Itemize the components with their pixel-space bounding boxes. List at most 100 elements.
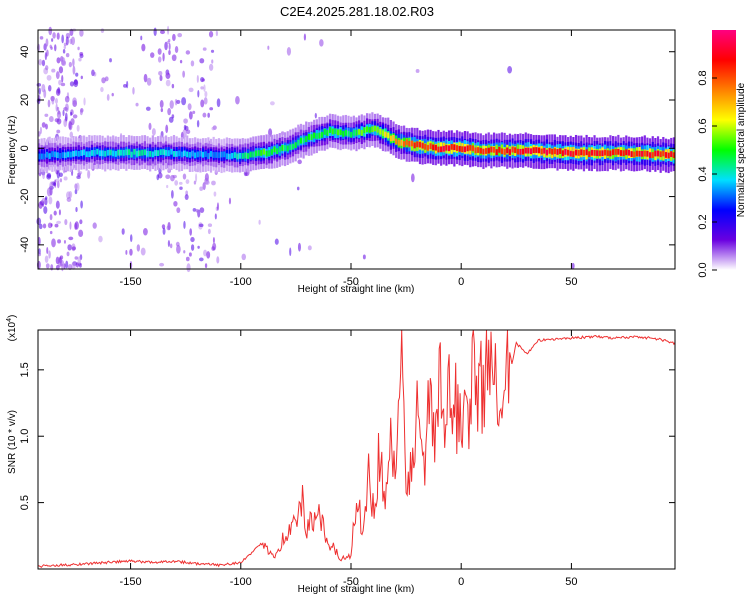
spectrogram-ridge-cell <box>474 147 477 154</box>
spectrogram-ridge-cell <box>315 133 318 140</box>
spectrogram-ytick-label: 40 <box>19 46 31 58</box>
spectrogram-ridge-cell <box>106 149 109 156</box>
snr-background <box>38 330 675 569</box>
spectrogram-ridge-cell <box>606 150 609 157</box>
spectrogram-noise-patch <box>69 221 72 230</box>
spectrogram-noise-patch <box>176 244 181 254</box>
spectrogram-noise-patch <box>187 103 192 111</box>
spectrogram-ridge-cell <box>175 151 178 157</box>
spectrogram-noise-patch <box>212 237 215 244</box>
snr-yscale-base: (x10 <box>7 321 18 341</box>
spectrogram-noise-patch <box>56 129 61 134</box>
spectrogram-noise-patch <box>42 171 45 180</box>
spectrogram-noise-patch <box>199 207 205 213</box>
spectrogram-noise-patch <box>61 34 64 44</box>
spectrogram-noise-patch <box>159 100 164 109</box>
spectrogram-noise-patch <box>80 200 83 209</box>
spectrogram-ridge-cell <box>159 149 162 156</box>
spectrogram-ridge-cell <box>432 144 435 151</box>
spectrogram-noise-patch <box>64 219 68 226</box>
spectrogram-ridge-cell <box>254 150 258 157</box>
spectrogram-noise-patch <box>106 94 110 101</box>
spectrogram-noise-patch <box>185 256 190 262</box>
spectrogram-noise-patch <box>41 59 46 67</box>
spectrogram-noise-patch <box>63 239 66 244</box>
spectrogram-ridge-cell <box>453 144 456 151</box>
spectrogram-ridge-cell <box>437 146 440 153</box>
spectrogram-noise-patch <box>100 87 104 93</box>
spectrogram-noise-patch <box>44 196 48 200</box>
spectrogram-ridge-cell <box>98 150 102 157</box>
spectrogram-ridge-cell <box>135 150 139 157</box>
spectrogram-noise-patch <box>162 52 165 62</box>
spectrogram-ridge-cell <box>588 151 591 158</box>
spectrogram-noise-patch <box>43 89 47 99</box>
spectrogram-noise-patch <box>72 97 77 105</box>
spectrogram-noise-patch <box>66 251 70 257</box>
spectrogram-noise-patch <box>68 236 74 241</box>
spectrogram-noise-patch <box>207 228 211 235</box>
spectrogram-noise-patch <box>100 28 105 34</box>
spectrogram-noise-patch <box>314 112 317 119</box>
spectrogram-noise-patch <box>47 222 53 229</box>
spectrogram-ridge-cell <box>397 139 400 146</box>
spectrogram-ridge-cell <box>77 150 80 157</box>
spectrogram-ridge-cell <box>69 151 72 158</box>
spectrogram-noise-patch <box>169 100 174 109</box>
spectrogram-noise-patch <box>185 179 190 184</box>
spectrogram-ridge-cell <box>381 130 385 137</box>
spectrogram-ridge-cell <box>574 149 578 156</box>
spectrogram-ridge-cell <box>400 139 403 146</box>
spectrogram-ridge-cell <box>241 153 244 159</box>
spectrogram-noise-patch <box>72 114 78 119</box>
snr-yscale-close: ) <box>7 315 18 318</box>
spectrogram-ridge-cell <box>164 149 168 156</box>
spectrogram-ridge-cell <box>659 151 662 158</box>
spectrogram-noise-patch <box>166 225 171 231</box>
spectrogram-ridge-cell <box>522 148 525 155</box>
spectrogram-ridge-cell <box>331 128 334 135</box>
spectrogram-noise-patch <box>56 57 61 64</box>
spectrogram-ridge-cell <box>75 150 78 157</box>
spectrogram-ridge-cell <box>625 149 628 156</box>
spectrogram-ridge-cell <box>310 134 313 141</box>
spectrogram-noise-patch <box>189 228 192 236</box>
spectrogram-ridge-cell <box>421 142 424 149</box>
spectrogram-ridge-cell <box>207 153 210 159</box>
spectrogram-ridge-cell <box>529 148 533 155</box>
spectrogram-noise-patch <box>58 172 63 177</box>
spectrogram-xtick-label: 0 <box>458 276 464 288</box>
spectrogram-noise-patch <box>143 73 148 83</box>
spectrogram-ridge-cell <box>424 143 427 150</box>
spectrogram-ridge-cell <box>662 150 665 157</box>
snr-y-ticks: 0.5 1.0 1.5 <box>19 362 675 510</box>
spectrogram-ridge-cell <box>336 129 340 136</box>
spectrogram-frame <box>37 29 676 270</box>
spectrogram-noise-patch <box>215 30 218 37</box>
spectrogram-xtick-label: 50 <box>565 276 577 288</box>
spectrogram-ridge-cell <box>641 150 644 157</box>
spectrogram-ridge-cell <box>249 151 252 158</box>
spectrogram-noise-patch <box>415 69 420 73</box>
spectrogram-noise-patch <box>75 182 80 191</box>
spectrogram-ridge-cell <box>209 151 213 157</box>
spectrogram-ridge-cell <box>119 149 123 156</box>
spectrogram-noise-patch <box>44 52 47 61</box>
spectrogram-noise-patch <box>53 210 57 216</box>
spectrogram-noise-patch <box>157 48 162 55</box>
spectrogram-ridge-layer <box>38 112 675 174</box>
spectrogram-ridge-cell <box>323 128 326 135</box>
spectrogram-noise-patch <box>41 197 47 205</box>
spectrogram-ridge-cell <box>487 147 490 154</box>
spectrogram-ridge-cell <box>569 150 572 157</box>
spectrogram-noise-patch <box>202 112 207 118</box>
spectrogram-noise-patch <box>55 169 59 175</box>
spectrogram-ridge-cell <box>593 150 596 156</box>
spectrogram-ridge-cell <box>477 147 480 153</box>
spectrogram-noise-patch <box>183 250 186 254</box>
spectrogram-noise-patch <box>54 179 57 188</box>
spectrogram-noise-patch <box>48 26 53 36</box>
spectrogram-noise-patch <box>211 59 214 64</box>
spectrogram-ridge-cell <box>51 151 54 158</box>
spectrogram-noise-patch <box>57 258 63 267</box>
